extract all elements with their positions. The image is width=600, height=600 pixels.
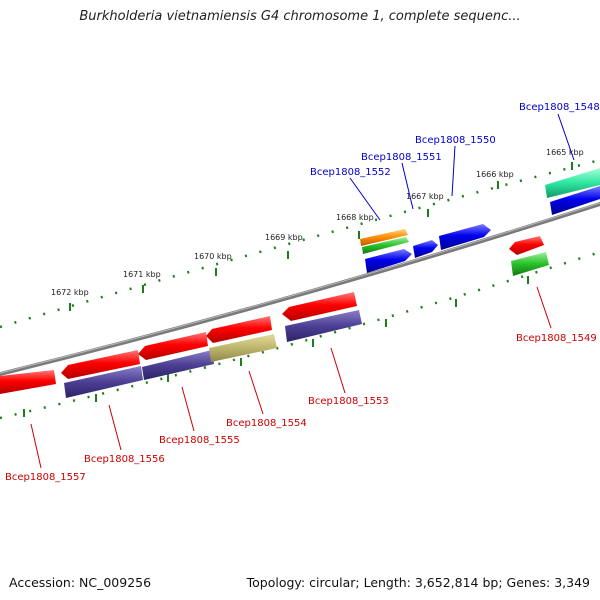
tick-label: 1671 kbp — [123, 270, 161, 279]
label-leaders — [30, 113, 575, 469]
gene-feature — [61, 350, 140, 379]
tick-label: 1670 kbp — [194, 252, 232, 261]
gene-label: Bcep1808_1549 — [516, 333, 597, 344]
gene-feature — [413, 240, 438, 258]
gene-label: Bcep1808_1553 — [308, 396, 389, 407]
gene-feature — [285, 310, 362, 342]
gene-label: Bcep1808_1556 — [84, 454, 165, 465]
gene-feature — [282, 292, 357, 321]
chromosome-backbone — [0, 202, 600, 376]
forward-features — [360, 168, 600, 276]
gene-feature — [362, 237, 409, 254]
gene-feature — [64, 366, 143, 398]
tick-label: 1665 kbp — [546, 148, 584, 157]
gene-feature — [138, 332, 208, 360]
tick-labels: 1665 kbp 1666 kbp 1667 kbp 1668 kbp 1669… — [51, 148, 584, 297]
gene-label: Bcep1808_1555 — [159, 435, 240, 446]
map-title: Burkholderia vietnamiensis G4 chromosome… — [79, 9, 521, 24]
accession-text: Accession: NC_009256 — [9, 575, 152, 590]
reverse-features — [0, 292, 362, 398]
gene-feature — [0, 370, 56, 394]
gene-feature — [365, 249, 412, 273]
gene-feature — [360, 229, 408, 246]
gene-label: Bcep1808_1548 — [519, 102, 600, 113]
gene-label: Bcep1808_1554 — [226, 418, 307, 429]
gene-feature — [550, 186, 600, 215]
forward-tick-ring — [0, 158, 600, 329]
tick-label: 1672 kbp — [51, 288, 89, 297]
chromosome-backbone-highlight — [0, 202, 600, 374]
gene-feature — [439, 224, 491, 250]
gene-feature — [142, 350, 214, 380]
gene-feature — [509, 236, 544, 255]
gene-labels: Bcep1808_1548 Bcep1808_1550 Bcep1808_155… — [5, 102, 600, 483]
gene-label: Bcep1808_1557 — [5, 472, 86, 483]
forward-major-ticks — [69, 162, 573, 311]
gene-feature — [511, 252, 549, 276]
reverse-major-ticks — [23, 276, 529, 417]
gene-label: Bcep1808_1551 — [361, 152, 442, 163]
gene-label: Bcep1808_1550 — [415, 135, 496, 146]
gene-feature — [209, 334, 277, 362]
gene-label: Bcep1808_1552 — [310, 167, 391, 178]
tick-label: 1667 kbp — [406, 192, 444, 201]
tick-label: 1666 kbp — [476, 170, 514, 179]
gene-feature — [545, 168, 600, 198]
gene-feature — [206, 316, 272, 343]
genome-summary-text: Topology: circular; Length: 3,652,814 bp… — [246, 575, 590, 590]
tick-label: 1668 kbp — [336, 213, 374, 222]
tick-label: 1669 kbp — [265, 233, 303, 242]
